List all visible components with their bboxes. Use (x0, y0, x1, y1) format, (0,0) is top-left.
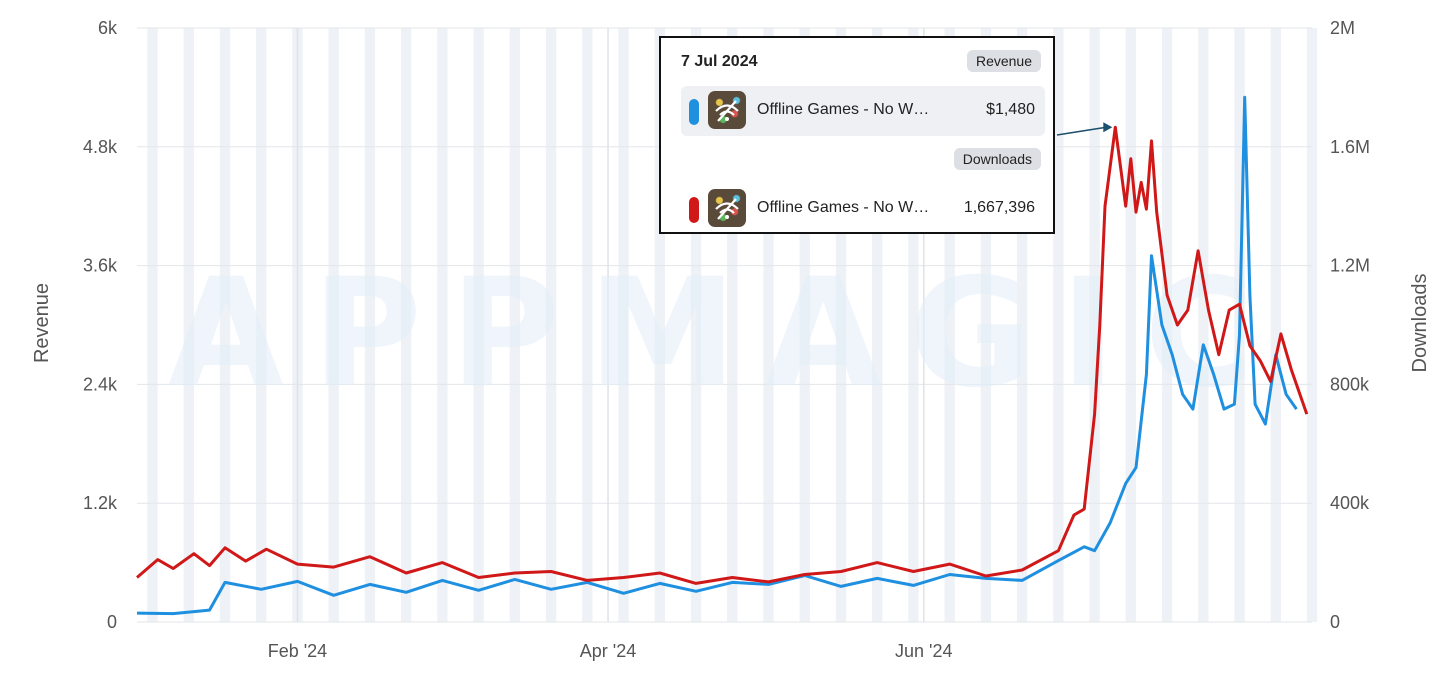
tooltip-revenue-app: Offline Games - No W… (757, 101, 930, 118)
series-line-revenue (136, 95, 1298, 616)
downloads-swatch (689, 197, 699, 223)
x-tick-label: Jun '24 (895, 641, 952, 661)
left-tick-label: 3.6k (83, 256, 118, 276)
series-lines (136, 95, 1309, 616)
weekend-band (183, 28, 194, 622)
weekend-band (654, 28, 665, 622)
weekend-band (618, 28, 629, 622)
tooltip-downloads-value: 1,667,396 (963, 199, 1035, 216)
weekend-band (1089, 28, 1100, 622)
tooltip: 7 Jul 2024 Revenue Offline Games - No W…… (659, 36, 1055, 234)
left-tick-label: 1.2k (83, 493, 118, 513)
tooltip-downloads-row: Offline Games - No W… 1,667,396 (681, 184, 1045, 234)
app-icon (708, 91, 746, 129)
weekend-band (473, 28, 484, 622)
left-tick-label: 4.8k (83, 137, 118, 157)
weekend-band (219, 28, 231, 622)
weekend-band (437, 28, 448, 622)
x-tick-label: Feb '24 (268, 641, 327, 661)
tooltip-pointer (1056, 122, 1113, 136)
weekend-band (545, 28, 557, 622)
weekend-band (872, 28, 883, 622)
tooltip-revenue-value: $1,480 (986, 101, 1035, 118)
weekend-band (980, 28, 992, 622)
right-tick-label: 400k (1330, 493, 1370, 513)
weekend-band (364, 28, 376, 622)
right-axis-ticks: 0 400k 800k 1.2M 1.6M 2M (1330, 18, 1370, 632)
weekend-band (1125, 28, 1137, 622)
weekend-band (835, 28, 847, 622)
x-axis-ticks: Feb '24 Apr '24 Jun '24 (268, 641, 953, 661)
weekend-band (256, 28, 267, 622)
weekend-band (1161, 28, 1173, 622)
weekend-band (509, 28, 521, 622)
weekend-band (1270, 28, 1281, 622)
left-tick-label: 6k (98, 18, 118, 38)
watermark: APPMAGIC (168, 247, 1282, 421)
weekend-band (147, 28, 158, 622)
left-axis-ticks: 0 1.2k 2.4k 3.6k 4.8k 6k (83, 18, 118, 632)
tooltip-downloads-badge: Downloads (953, 148, 1041, 170)
tooltip-downloads-app: Offline Games - No W… (757, 199, 930, 216)
right-tick-label: 800k (1330, 374, 1370, 394)
weekend-band (763, 28, 774, 622)
pointer-line (1056, 126, 1107, 136)
right-tick-label: 2M (1330, 18, 1355, 38)
right-tick-label: 0 (1330, 612, 1340, 632)
x-tick-label: Apr '24 (580, 641, 636, 661)
left-tick-label: 0 (107, 612, 117, 632)
right-axis-title: Downloads (1409, 274, 1431, 373)
tooltip-revenue-badge: Revenue (966, 50, 1041, 72)
weekend-band (328, 28, 339, 622)
right-tick-label: 1.2M (1330, 256, 1370, 276)
left-tick-label: 2.4k (83, 374, 118, 394)
left-axis-title: Revenue (31, 283, 53, 363)
weekend-band (400, 28, 412, 622)
weekend-band (944, 28, 955, 622)
grid-lines (137, 27, 1312, 623)
weekend-band (1306, 28, 1318, 622)
right-tick-label: 1.6M (1330, 137, 1370, 157)
weekend-band (1016, 28, 1028, 622)
app-icon (708, 189, 746, 227)
tooltip-date: 7 Jul 2024 (681, 53, 758, 70)
weekend-band (1053, 28, 1064, 622)
weekend-band (908, 28, 919, 622)
revenue-swatch (689, 99, 699, 125)
series-line-downloads (136, 125, 1309, 585)
weekend-band (1198, 28, 1209, 622)
weekend-band (727, 28, 738, 622)
weekend-band (799, 28, 810, 622)
weekend-band (582, 28, 593, 622)
weekend-band (690, 28, 702, 622)
tooltip-revenue-row: Offline Games - No W… $1,480 (681, 86, 1045, 136)
pointer-arrowhead (1103, 122, 1113, 133)
